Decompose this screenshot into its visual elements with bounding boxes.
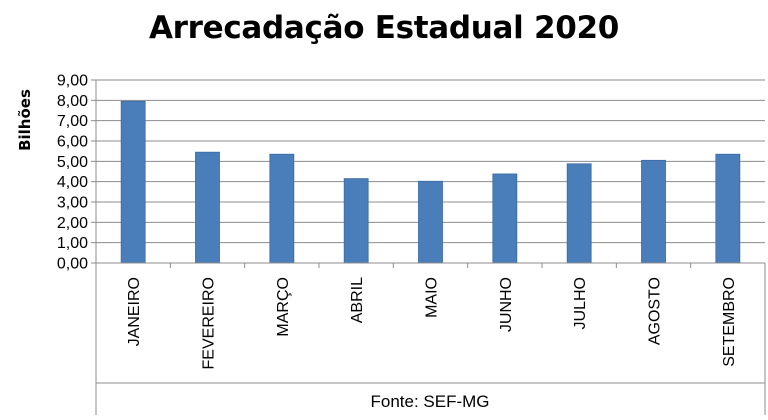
bar-fevereiro (195, 151, 220, 264)
bar-janeiro (120, 100, 146, 264)
x-category-label: JULHO (572, 277, 589, 329)
axes (95, 80, 766, 415)
x-category-label: MAIO (424, 277, 441, 318)
bar-junho (492, 173, 518, 264)
y-tick-label: 9,00 (57, 73, 88, 90)
chart-title: Arrecadação Estadual 2020 (148, 10, 620, 46)
y-tick-label: 6,00 (57, 134, 88, 151)
y-tick-label: 3,00 (57, 195, 88, 212)
bar-julho (566, 163, 592, 264)
y-axis-label: Bilhões (16, 89, 34, 151)
bar-abril (343, 178, 369, 264)
x-category-label: MARÇO (275, 277, 292, 337)
bar-setembro (715, 153, 741, 264)
bar-agosto (641, 159, 666, 264)
x-category-label: AGOSTO (647, 277, 664, 345)
y-tick-label: 7,00 (57, 113, 88, 130)
bars (120, 100, 741, 264)
category-table: JANEIRO FEVEREIRO MARÇO ABRIL MAIO JUNHO JULHO… (95, 263, 738, 369)
x-category-label: JUNHO (498, 277, 515, 332)
y-tick-label: 2,00 (57, 215, 88, 232)
y-tick-label: 8,00 (57, 93, 88, 110)
x-category-label: FEVEREIRO (201, 277, 218, 369)
y-axis-ticks: 0,00 1,00 2,00 3,00 4,00 5,00 6,00 7,00 8,00 9,00 (57, 73, 96, 273)
y-tick-label: 5,00 (57, 154, 88, 171)
source-label: Fonte: SEF-MG (370, 392, 489, 411)
bar-março (269, 153, 295, 264)
bar-maio (418, 180, 443, 264)
y-tick-label: 4,00 (57, 174, 88, 191)
x-category-label: SETEMBRO (721, 277, 738, 367)
x-category-label: ABRIL (349, 277, 366, 323)
x-category-label: JANEIRO (126, 277, 143, 346)
y-tick-label: 1,00 (57, 235, 88, 252)
y-tick-label: 0,00 (57, 256, 88, 273)
